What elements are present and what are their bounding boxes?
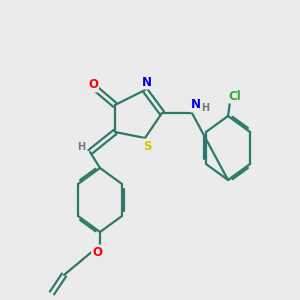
Text: N: N	[191, 98, 201, 112]
Text: O: O	[92, 245, 102, 259]
Text: H: H	[77, 142, 85, 152]
Text: Cl: Cl	[229, 89, 242, 103]
Text: O: O	[88, 79, 98, 92]
Text: H: H	[201, 103, 209, 113]
Text: S: S	[143, 140, 151, 152]
Text: N: N	[142, 76, 152, 88]
